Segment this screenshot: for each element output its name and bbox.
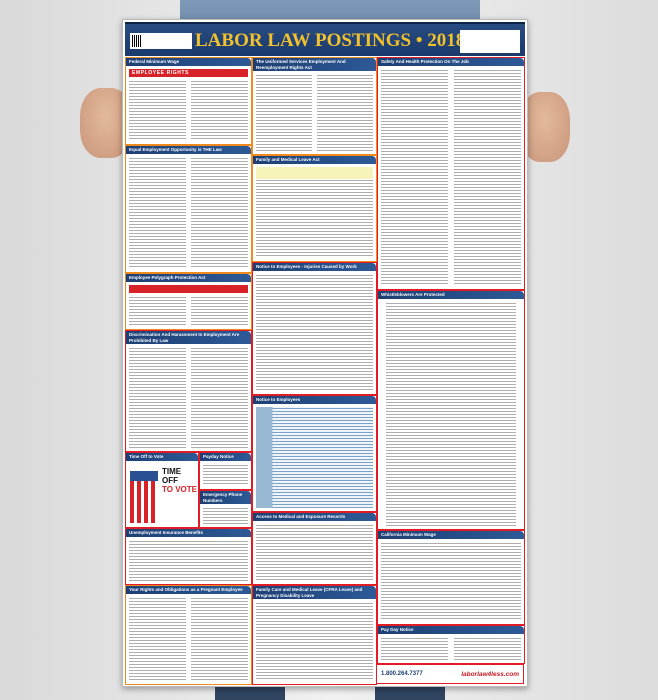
body-text bbox=[381, 69, 521, 286]
body-text bbox=[203, 464, 248, 486]
body-text bbox=[129, 597, 248, 681]
section-userra: The Uniformed Services Employment And Re… bbox=[252, 57, 377, 155]
poster-header: LABOR LAW POSTINGS • 2018 bbox=[125, 22, 525, 56]
qr-code-label bbox=[130, 33, 192, 49]
section-title: Discrimination And Harassment In Employm… bbox=[126, 331, 251, 345]
ballot-box-icon bbox=[130, 471, 158, 523]
section-unemployment: Unemployment Insurance Benefits bbox=[125, 528, 252, 585]
section-whistleblowers: Whistleblowers Are Protected bbox=[377, 290, 525, 530]
section-time-off-vote: Time Off to Vote TIME OFF TO VOTE bbox=[125, 452, 199, 528]
vote-headline-line2: TO VOTE bbox=[162, 485, 197, 494]
section-title: Your Rights and Obligations as a Pregnan… bbox=[126, 586, 251, 594]
section-notice-to-employees: Notice to Employees bbox=[252, 395, 377, 512]
section-polygraph: Employee Polygraph Protection Act bbox=[125, 273, 252, 330]
section-title: Equal Employment Opportunity is THE Law bbox=[126, 146, 251, 154]
body-text bbox=[381, 637, 521, 660]
section-medical-records: Access to Medical and Exposure Records bbox=[252, 512, 377, 585]
employee-rights-banner: EMPLOYEE RIGHTS bbox=[129, 69, 248, 77]
poster-footer: 1.800.264.7377 laborlaw4less.com bbox=[376, 664, 524, 684]
section-pregnant-employee: Your Rights and Obligations as a Pregnan… bbox=[125, 585, 252, 685]
body-text bbox=[381, 542, 521, 621]
section-title: Notice to Employees - Injuries Caused by… bbox=[253, 263, 376, 271]
section-title: The Uniformed Services Employment And Re… bbox=[253, 58, 376, 72]
section-eeo: Equal Employment Opportunity is THE Law bbox=[125, 145, 252, 273]
body-text bbox=[129, 540, 248, 581]
polygraph-banner bbox=[129, 285, 248, 293]
section-title: Unemployment Insurance Benefits bbox=[126, 529, 251, 537]
section-title: Whistleblowers Are Protected bbox=[378, 291, 524, 299]
phone-number: 1.800.264.7377 bbox=[381, 671, 423, 677]
section-title: Family and Medical Leave Act bbox=[253, 156, 376, 164]
section-title: Safety And Health Protection On The Job bbox=[378, 58, 524, 66]
section-federal-minimum-wage: Federal Minimum Wage EMPLOYEE RIGHTS bbox=[125, 57, 252, 145]
section-title: Payday Notice bbox=[200, 453, 251, 461]
section-injuries: Notice to Employees - Injuries Caused by… bbox=[252, 262, 377, 395]
body-text bbox=[203, 507, 248, 524]
right-hand bbox=[520, 92, 570, 162]
section-title: California Minimum Wage bbox=[378, 531, 524, 539]
section-pay-day-notice: Pay Day Notice bbox=[377, 625, 525, 664]
body-text bbox=[129, 296, 248, 326]
section-safety-health: Safety And Health Protection On The Job bbox=[377, 57, 525, 290]
body-text bbox=[129, 347, 248, 448]
section-ca-minimum-wage: California Minimum Wage bbox=[377, 530, 525, 625]
body-text bbox=[129, 157, 248, 269]
vote-headline-line1: TIME OFF bbox=[162, 467, 182, 485]
section-cfra: Family Care and Medical Leave (CFRA Leav… bbox=[252, 585, 377, 685]
body-text bbox=[256, 602, 373, 681]
section-payday-notice: Payday Notice bbox=[199, 452, 252, 490]
legend-box bbox=[460, 30, 520, 53]
brand-logo: laborlaw4less.com bbox=[461, 670, 519, 678]
section-title: Federal Minimum Wage bbox=[126, 58, 251, 66]
body-text bbox=[256, 167, 373, 258]
poster-title: LABOR LAW POSTINGS • 2018 bbox=[195, 30, 466, 51]
section-title: Employee Polygraph Protection Act bbox=[126, 274, 251, 282]
section-title: Access to Medical and Exposure Records bbox=[253, 513, 376, 521]
section-title: Time Off to Vote bbox=[126, 453, 198, 461]
jeans-left bbox=[215, 686, 285, 700]
section-title: Family Care and Medical Leave (CFRA Leav… bbox=[253, 586, 376, 600]
section-discrimination: Discrimination And Harassment In Employm… bbox=[125, 330, 252, 452]
section-title: Notice to Employees bbox=[253, 396, 376, 404]
section-emergency-numbers: Emergency Phone Numbers bbox=[199, 490, 252, 528]
body-text bbox=[256, 407, 373, 508]
section-title: Emergency Phone Numbers bbox=[200, 491, 251, 505]
body-text bbox=[129, 80, 248, 141]
body-text bbox=[256, 274, 373, 391]
section-title: Pay Day Notice bbox=[378, 626, 524, 634]
body-text bbox=[386, 302, 516, 526]
vote-headline: TIME OFF TO VOTE bbox=[162, 467, 198, 494]
section-fmla: Family and Medical Leave Act bbox=[252, 155, 377, 262]
body-text bbox=[256, 74, 373, 151]
jeans-right bbox=[375, 686, 445, 700]
body-text bbox=[256, 524, 373, 581]
